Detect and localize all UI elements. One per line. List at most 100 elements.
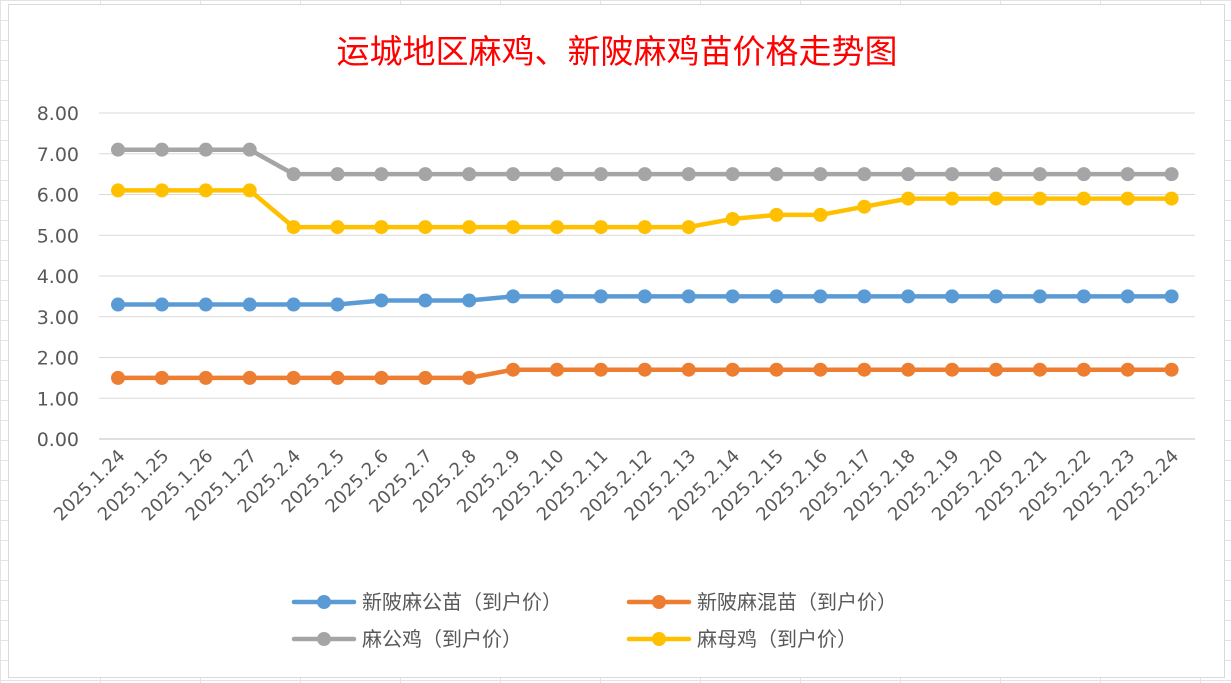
data-point[interactable] xyxy=(1076,362,1091,377)
data-point[interactable] xyxy=(1120,167,1135,182)
data-point[interactable] xyxy=(857,289,872,304)
data-point[interactable] xyxy=(1032,191,1047,206)
data-point[interactable] xyxy=(1032,289,1047,304)
data-point[interactable] xyxy=(198,142,213,157)
data-point[interactable] xyxy=(374,167,389,182)
data-point[interactable] xyxy=(418,370,433,385)
data-point[interactable] xyxy=(198,297,213,312)
data-point[interactable] xyxy=(989,362,1003,377)
data-point[interactable] xyxy=(989,191,1003,206)
data-point[interactable] xyxy=(550,362,564,377)
data-point[interactable] xyxy=(286,297,301,312)
data-point[interactable] xyxy=(374,370,389,385)
data-point[interactable] xyxy=(1076,191,1091,206)
data-point[interactable] xyxy=(769,167,784,182)
data-point[interactable] xyxy=(637,167,652,182)
data-point[interactable] xyxy=(725,362,740,377)
data-point[interactable] xyxy=(901,362,916,377)
data-point[interactable] xyxy=(945,167,960,182)
data-point[interactable] xyxy=(550,220,564,235)
data-point[interactable] xyxy=(857,362,872,377)
data-point[interactable] xyxy=(857,199,872,214)
data-point[interactable] xyxy=(813,167,828,182)
data-point[interactable] xyxy=(330,370,345,385)
data-point[interactable] xyxy=(681,167,696,182)
data-point[interactable] xyxy=(198,370,213,385)
data-point[interactable] xyxy=(681,220,696,235)
data-point[interactable] xyxy=(154,370,169,385)
data-point[interactable] xyxy=(1120,289,1135,304)
data-point[interactable] xyxy=(506,362,521,377)
data-point[interactable] xyxy=(901,191,916,206)
data-point[interactable] xyxy=(1076,167,1091,182)
data-point[interactable] xyxy=(374,220,389,235)
data-point[interactable] xyxy=(1032,167,1047,182)
data-point[interactable] xyxy=(462,220,477,235)
data-point[interactable] xyxy=(769,207,784,222)
data-point[interactable] xyxy=(593,167,608,182)
data-point[interactable] xyxy=(1120,191,1135,206)
chart-area[interactable]: 运城地区麻鸡、新陂麻鸡苗价格走势图 0.00 1.00 2.00 3.00 4.00 5.… xyxy=(8,4,1225,678)
data-point[interactable] xyxy=(1032,362,1047,377)
data-point[interactable] xyxy=(550,167,564,182)
data-point[interactable] xyxy=(593,289,608,304)
data-point[interactable] xyxy=(681,362,696,377)
data-point[interactable] xyxy=(637,220,652,235)
data-point[interactable] xyxy=(242,142,257,157)
data-point[interactable] xyxy=(1164,167,1179,182)
data-point[interactable] xyxy=(242,297,257,312)
legend-item[interactable]: 新陂麻公苗（到户价） xyxy=(291,590,562,614)
data-point[interactable] xyxy=(945,362,960,377)
data-point[interactable] xyxy=(330,167,345,182)
data-point[interactable] xyxy=(769,362,784,377)
data-point[interactable] xyxy=(374,293,389,308)
legend-item[interactable]: 麻母鸡（到户价） xyxy=(626,627,857,651)
data-point[interactable] xyxy=(637,289,652,304)
data-point[interactable] xyxy=(813,289,828,304)
data-point[interactable] xyxy=(418,167,433,182)
data-point[interactable] xyxy=(1164,191,1179,206)
data-point[interactable] xyxy=(418,293,433,308)
data-point[interactable] xyxy=(725,289,740,304)
data-point[interactable] xyxy=(462,370,477,385)
data-point[interactable] xyxy=(681,289,696,304)
data-point[interactable] xyxy=(769,289,784,304)
data-point[interactable] xyxy=(550,289,564,304)
data-point[interactable] xyxy=(286,220,301,235)
data-point[interactable] xyxy=(111,370,125,385)
data-point[interactable] xyxy=(901,167,916,182)
data-point[interactable] xyxy=(111,183,125,198)
data-point[interactable] xyxy=(989,289,1003,304)
data-point[interactable] xyxy=(506,220,521,235)
legend-item[interactable]: 新陂麻混苗（到户价） xyxy=(626,590,897,614)
data-point[interactable] xyxy=(901,289,916,304)
data-point[interactable] xyxy=(506,167,521,182)
data-point[interactable] xyxy=(506,289,521,304)
data-point[interactable] xyxy=(154,183,169,198)
data-point[interactable] xyxy=(111,297,125,312)
data-point[interactable] xyxy=(462,293,477,308)
data-point[interactable] xyxy=(725,211,740,226)
data-point[interactable] xyxy=(330,297,345,312)
data-point[interactable] xyxy=(593,362,608,377)
data-point[interactable] xyxy=(286,370,301,385)
data-point[interactable] xyxy=(637,362,652,377)
data-point[interactable] xyxy=(945,289,960,304)
data-point[interactable] xyxy=(857,167,872,182)
data-point[interactable] xyxy=(242,183,257,198)
data-point[interactable] xyxy=(111,142,125,157)
data-point[interactable] xyxy=(242,370,257,385)
data-point[interactable] xyxy=(330,220,345,235)
data-point[interactable] xyxy=(154,142,169,157)
data-point[interactable] xyxy=(725,167,740,182)
data-point[interactable] xyxy=(813,362,828,377)
data-point[interactable] xyxy=(286,167,301,182)
data-point[interactable] xyxy=(989,167,1003,182)
data-point[interactable] xyxy=(1164,362,1179,377)
data-point[interactable] xyxy=(198,183,213,198)
data-point[interactable] xyxy=(1164,289,1179,304)
data-point[interactable] xyxy=(462,167,477,182)
data-point[interactable] xyxy=(418,220,433,235)
data-point[interactable] xyxy=(813,207,828,222)
data-point[interactable] xyxy=(1120,362,1135,377)
